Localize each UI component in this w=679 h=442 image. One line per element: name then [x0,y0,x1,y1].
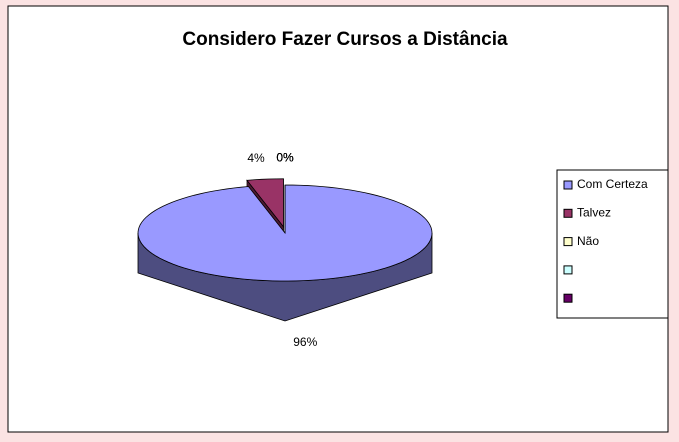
chart-title: Considero Fazer Cursos a Distância [182,29,508,50]
data-label: 4% [247,151,265,165]
legend-swatch [563,180,573,190]
legend-label: Não [577,234,599,248]
legend-swatch [563,208,573,218]
legend-swatch [563,293,573,303]
legend-swatch [563,265,573,275]
data-label: 0% [276,150,294,164]
slice [246,178,284,228]
legend-box [556,169,669,319]
legend-label: Com Certeza [577,177,648,191]
data-label: 0% [276,150,294,164]
data-label: 96% [293,335,317,349]
legend-swatch [563,237,573,247]
legend-label: Talvez [577,205,611,219]
data-label: 0% [276,150,294,164]
